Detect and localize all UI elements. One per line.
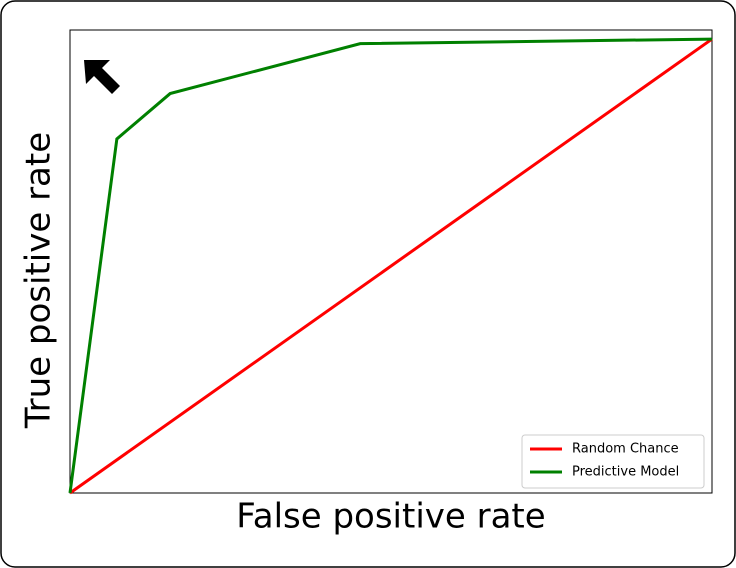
- legend: [521, 434, 705, 489]
- legend-label: Predictive Model: [572, 465, 679, 480]
- data-line: [68, 37, 713, 494]
- legend-label: Random Chance: [572, 442, 679, 457]
- arrow-icon: [84, 60, 120, 94]
- y-axis-label: True positive rate: [19, 132, 59, 429]
- x-axis-label: False positive rate: [236, 497, 545, 537]
- data-line: [69, 37, 713, 495]
